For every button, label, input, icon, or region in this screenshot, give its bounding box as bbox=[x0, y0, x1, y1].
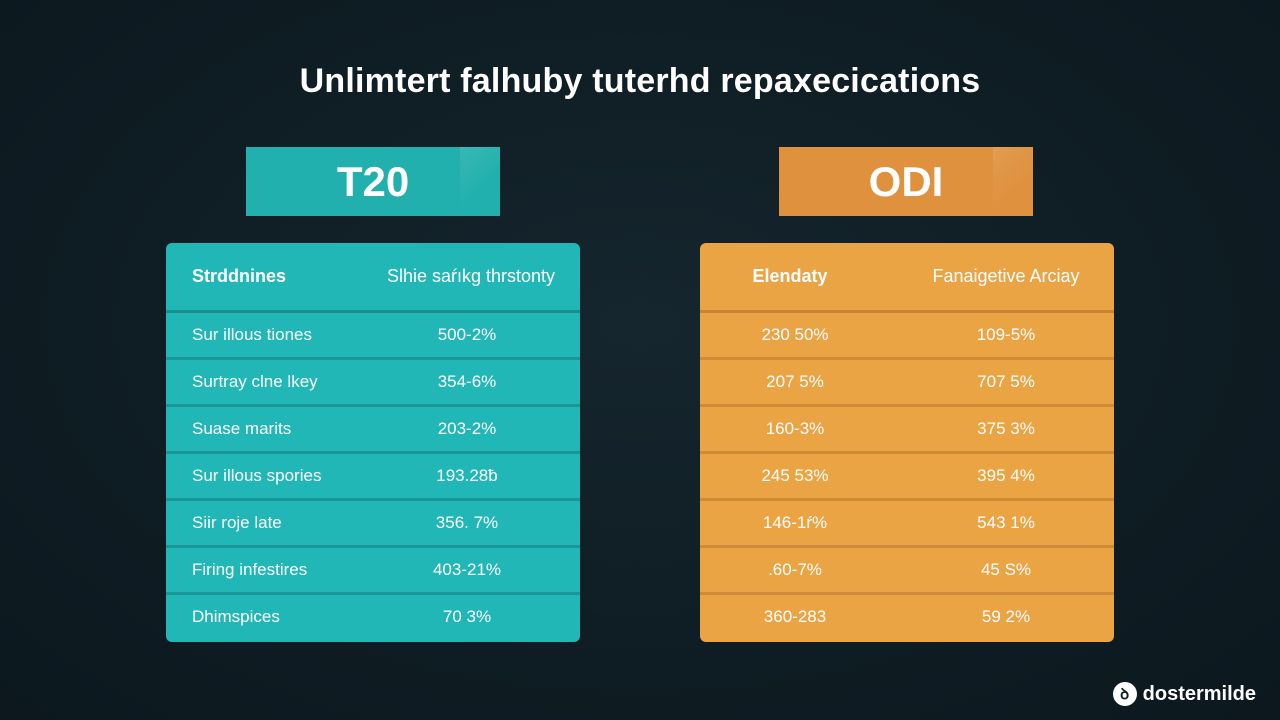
t20-format-label: T20 bbox=[246, 147, 500, 216]
page-title: Unlimtert falhuby tuterhd repaxecication… bbox=[299, 62, 981, 100]
odi-row-value-1: 245 53% bbox=[761, 466, 829, 485]
t20-table-row: Sur illous spories 193.28ƀ bbox=[166, 454, 580, 498]
odi-row-value-1: 146-1ŕ% bbox=[762, 513, 828, 532]
row-divider bbox=[700, 545, 1114, 548]
odi-format-label: ODI bbox=[779, 147, 1033, 216]
odi-table-row: 230 50% 109-5% bbox=[700, 313, 1114, 357]
odi-row-value-2: 109-5% bbox=[976, 325, 1036, 344]
odi-table-row: 245 53% 395 4% bbox=[700, 454, 1114, 498]
row-divider bbox=[166, 451, 580, 454]
odi-header-divider bbox=[700, 310, 1114, 313]
row-divider bbox=[700, 451, 1114, 454]
row-divider bbox=[166, 592, 580, 595]
t20-table-row: Siir roje late 356. 7% bbox=[166, 501, 580, 545]
t20-row-label: Surtray clne lkey bbox=[192, 372, 318, 391]
odi-table-row: 360-283 59 2% bbox=[700, 595, 1114, 639]
odi-table-header: Elendaty Fanaigetive Arciay bbox=[700, 243, 1114, 310]
odi-row-value-2: 543 1% bbox=[977, 513, 1035, 532]
t20-row-label: Siir roje late bbox=[192, 513, 282, 532]
brand-logo-icon: ꝺ bbox=[1112, 682, 1137, 706]
row-divider bbox=[700, 404, 1114, 407]
t20-row-label: Sur illous spories bbox=[192, 466, 322, 485]
row-divider bbox=[700, 498, 1114, 501]
odi-row-value-1: 230 50% bbox=[761, 325, 829, 344]
row-divider bbox=[700, 592, 1114, 595]
t20-row-label: Suase marits bbox=[192, 419, 292, 438]
t20-row-value: 500-2% bbox=[437, 325, 497, 344]
t20-row-value: 70 3% bbox=[442, 607, 492, 626]
t20-header-col2: Slhie saŕıkg thrstonty bbox=[386, 266, 556, 286]
t20-header-divider bbox=[166, 310, 580, 313]
odi-row-value-2: 45 S% bbox=[980, 560, 1032, 579]
odi-row-value-1: 207 5% bbox=[766, 372, 824, 391]
odi-row-value-2: 59 2% bbox=[981, 607, 1031, 626]
t20-row-value: 356. 7% bbox=[435, 513, 499, 532]
brand-name: dostermilde bbox=[1142, 682, 1256, 705]
t20-table-row: Firing infestires 403-21% bbox=[166, 548, 580, 592]
t20-table-row: Suase marits 203-2% bbox=[166, 407, 580, 451]
t20-header-col1: Strddnines bbox=[192, 266, 287, 286]
t20-row-value: 193.28ƀ bbox=[436, 466, 498, 485]
odi-row-value-2: 395 4% bbox=[977, 466, 1035, 485]
row-divider bbox=[166, 404, 580, 407]
t20-row-value: 354-6% bbox=[437, 372, 497, 391]
row-divider bbox=[700, 357, 1114, 360]
t20-table-row: Surtray clne lkey 354-6% bbox=[166, 360, 580, 404]
t20-row-label: Dhimspices bbox=[192, 607, 280, 626]
odi-row-value-2: 707 5% bbox=[977, 372, 1035, 391]
row-divider bbox=[166, 357, 580, 360]
odi-table-row: .60-7% 45 S% bbox=[700, 548, 1114, 592]
odi-table-row: 146-1ŕ% 543 1% bbox=[700, 501, 1114, 545]
t20-row-label: Firing infestires bbox=[192, 560, 308, 579]
odi-row-value-2: 375 3% bbox=[977, 419, 1035, 438]
t20-table-header: Strddnines Slhie saŕıkg thrstonty bbox=[166, 243, 580, 310]
odi-row-value-1: .60-7% bbox=[768, 560, 822, 579]
t20-table-row: Sur illous tiones 500-2% bbox=[166, 313, 580, 357]
odi-table: Elendaty Fanaigetive Arciay 230 50% 109-… bbox=[700, 243, 1114, 642]
t20-row-value: 403-21% bbox=[432, 560, 502, 579]
t20-table-row: Dhimspices 70 3% bbox=[166, 595, 580, 639]
row-divider bbox=[166, 498, 580, 501]
odi-row-value-1: 160-3% bbox=[765, 419, 825, 438]
t20-row-value: 203-2% bbox=[437, 419, 497, 438]
odi-table-row: 160-3% 375 3% bbox=[700, 407, 1114, 451]
odi-header-col2: Fanaigetive Arciay bbox=[932, 266, 1080, 286]
row-divider bbox=[166, 545, 580, 548]
odi-row-value-1: 360-283 bbox=[763, 607, 827, 626]
odi-table-row: 207 5% 707 5% bbox=[700, 360, 1114, 404]
odi-header-col1: Elendaty bbox=[752, 266, 828, 286]
brand-watermark: ꝺ dostermilde bbox=[1112, 682, 1256, 706]
t20-table: Strddnines Slhie saŕıkg thrstonty Sur il… bbox=[166, 243, 580, 642]
t20-row-label: Sur illous tiones bbox=[192, 325, 313, 344]
